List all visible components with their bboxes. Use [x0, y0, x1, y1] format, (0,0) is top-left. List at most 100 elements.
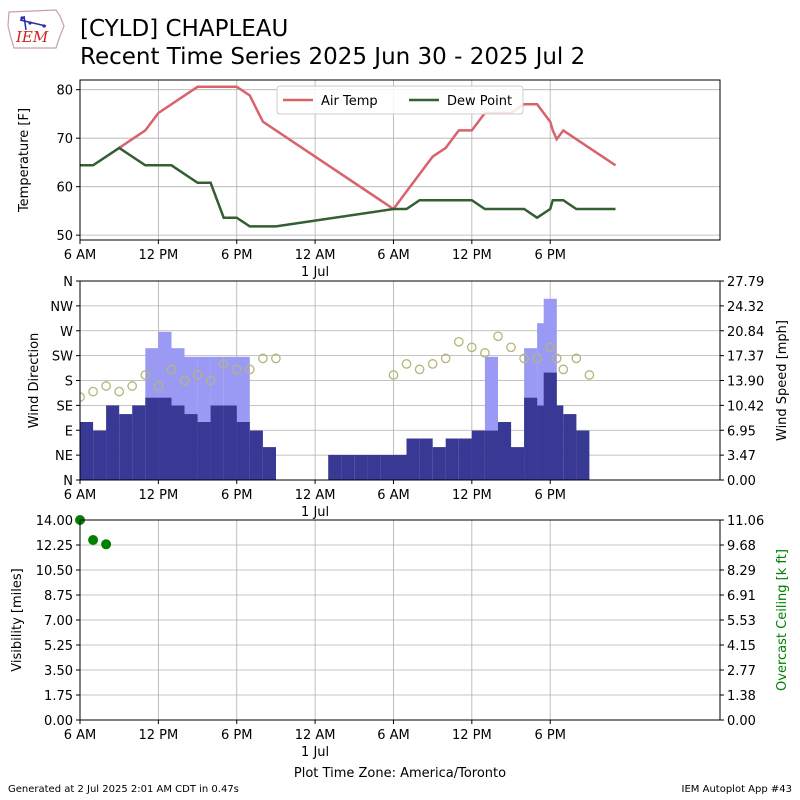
legend-label: Air Temp: [321, 94, 378, 109]
legend-box: [276, 85, 524, 115]
wind-speed-bar: [458, 438, 472, 480]
wind-speed-bar: [184, 414, 198, 480]
wind-direction-marker: [414, 364, 425, 375]
wind-direction-marker: [127, 381, 138, 391]
wind-speed-bar: [119, 414, 133, 480]
wind-direction-marker: [179, 375, 190, 386]
ceiling-tick-label: 0.00: [727, 714, 756, 729]
wind-speed-bar: [197, 422, 211, 480]
axes-frame: [79, 79, 721, 241]
wind-direction-marker: [388, 370, 399, 380]
wind-direction-marker: [545, 342, 556, 353]
wind-speed-bar: [328, 454, 342, 480]
wind-speed-bar: [380, 454, 394, 480]
ceiling-tick-label: 5.53: [727, 614, 756, 629]
wind-speed-bar: [158, 397, 172, 480]
ceiling-tick-label: 9.68: [727, 539, 756, 554]
y-axis-label: Temperature [F]: [17, 108, 32, 213]
wind-speed-bar: [511, 447, 525, 480]
visibility-tick-label: 12.25: [36, 539, 73, 554]
visibility-tick-label: 3.50: [44, 664, 73, 679]
x-tick-label: 6 AM: [377, 728, 410, 743]
visibility-tick-label: 1.75: [44, 689, 73, 704]
y-tick-label: 60: [56, 181, 73, 196]
wind-direction-marker: [192, 370, 203, 380]
axes-frame: [79, 280, 721, 481]
visibility-point: [101, 539, 112, 550]
x-tick-label: 6 PM: [534, 728, 565, 743]
x-tick-label: 12 AM: [295, 488, 336, 503]
x-tick-label: 6 PM: [221, 728, 252, 743]
x-tick-label: 12 PM: [139, 728, 179, 743]
wind-speed-bar: [432, 447, 446, 480]
visibility-tick-label: 10.50: [36, 564, 73, 579]
generated-timestamp: Generated at 2 Jul 2025 2:01 AM CDT in 0…: [8, 784, 239, 795]
visibility-tick-label: 8.75: [44, 589, 73, 604]
x-tick-label: 6 PM: [221, 488, 252, 503]
ceiling-tick-label: 11.06: [727, 514, 764, 529]
wind-direction-marker: [466, 342, 477, 353]
x-tick-label: 6 AM: [377, 248, 410, 263]
wind-direction-marker: [506, 342, 516, 353]
x-tick-label: 6 AM: [64, 728, 97, 743]
wind-speed-bar: [550, 405, 564, 480]
chart-subtitle: Recent Time Series 2025 Jun 30 - 2025 Ju…: [80, 44, 586, 70]
x-tick-label: 6 PM: [534, 248, 565, 263]
wind-direction-marker: [558, 364, 569, 375]
wind-speed-bar: [524, 397, 538, 480]
y-tick-label: 70: [56, 132, 73, 147]
wind-direction-marker: [453, 336, 464, 347]
speed-tick-label: 27.79: [727, 275, 764, 290]
wind-direction-marker: [427, 359, 438, 369]
ceiling-tick-label: 8.29: [727, 564, 756, 579]
wind-direction-marker: [519, 353, 529, 364]
wind-speed-bar: [484, 430, 498, 480]
speed-tick-label: 20.84: [727, 325, 764, 340]
legend-label: Dew Point: [447, 94, 512, 109]
wind-speed-bar: [171, 405, 185, 480]
wind-direction-marker: [271, 353, 281, 364]
x-tick-sublabel: 1 Jul: [301, 745, 329, 760]
wind-direction-marker: [140, 370, 151, 380]
wind-direction-marker: [493, 331, 503, 342]
wind-direction-marker: [114, 386, 125, 397]
visibility-tick-label: 0.00: [44, 714, 73, 729]
wind-speed-bar: [210, 405, 224, 480]
x-tick-sublabel: 1 Jul: [301, 505, 329, 520]
ceiling-tick-label: 1.38: [727, 689, 756, 704]
dew-point-line: [80, 146, 616, 228]
wind-speed-bar: [236, 422, 250, 480]
y2-axis-label: Wind Speed [mph]: [775, 320, 790, 441]
wind-direction-marker: [401, 359, 412, 369]
wind-speed-bar: [132, 405, 146, 480]
wind-speed-bar: [419, 438, 433, 480]
wind-speed-bar: [393, 454, 407, 480]
logo-text: IEM: [16, 28, 49, 46]
visibility-point: [88, 535, 99, 545]
wind-direction-marker: [231, 364, 242, 375]
x-tick-label: 12 AM: [295, 728, 336, 743]
iem-logo: IEM: [6, 6, 68, 50]
wind-speed-bar: [498, 422, 512, 480]
direction-tick-label: W: [60, 325, 73, 340]
x-tick-label: 12 PM: [452, 728, 492, 743]
wind-speed-bar: [354, 454, 368, 480]
wind-speed-bar: [341, 454, 355, 480]
ceiling-tick-label: 6.91: [727, 589, 756, 604]
speed-tick-label: 10.42: [727, 399, 764, 414]
direction-tick-label: S: [65, 375, 73, 390]
wind-speed-bar: [223, 405, 237, 480]
speed-tick-label: 6.95: [727, 424, 756, 439]
speed-tick-label: 24.32: [727, 300, 764, 315]
speed-tick-label: 3.47: [727, 449, 756, 464]
speed-tick-label: 0.00: [727, 474, 756, 489]
wind-speed-bar: [406, 438, 420, 480]
y-axis-label: Visibility [miles]: [10, 568, 25, 671]
visibility-tick-label: 5.25: [44, 639, 73, 654]
iowa-state-outline-icon: [7, 9, 65, 49]
y-tick-label: 80: [56, 84, 73, 99]
wind-direction-marker: [101, 381, 111, 391]
wind-direction-marker: [205, 375, 216, 386]
axes-frame: [79, 519, 721, 721]
